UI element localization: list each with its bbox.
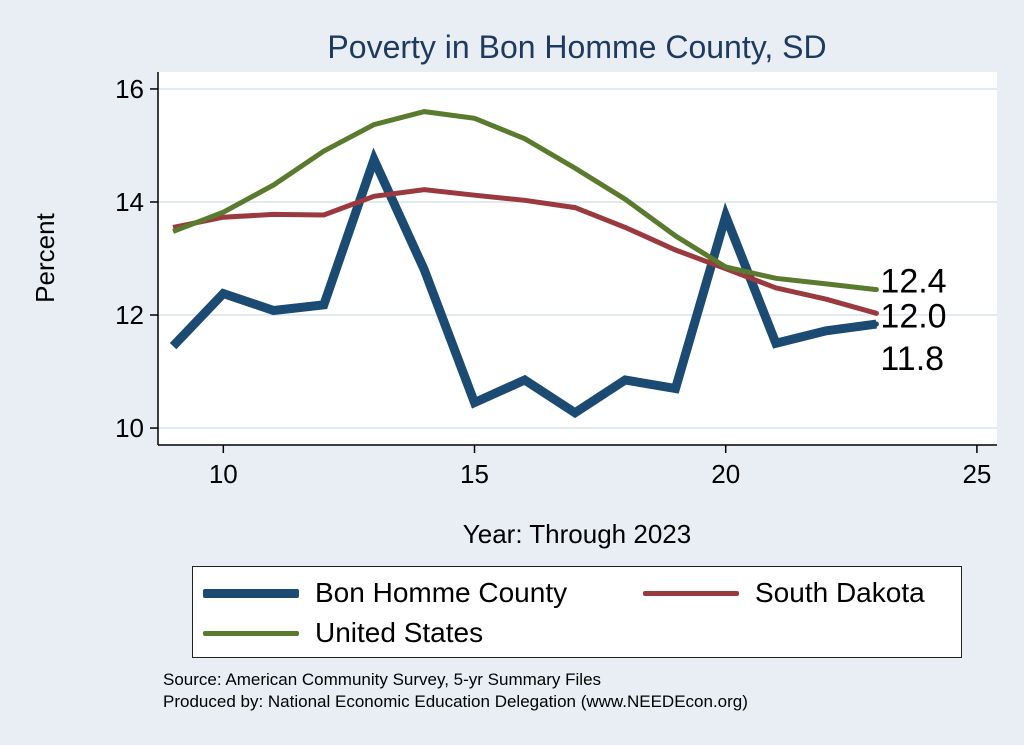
legend-label-united-states: United States	[315, 617, 484, 648]
series-end-marker	[873, 321, 879, 327]
x-tick-label: 20	[711, 459, 740, 489]
x-tick-label: 10	[209, 459, 238, 489]
y-tick-label: 16	[115, 74, 144, 104]
legend-swatch-united-states	[203, 630, 299, 636]
legend: Bon Homme County South Dakota United Sta…	[192, 566, 962, 658]
legend-item-bon-homme-county: Bon Homme County	[203, 577, 567, 609]
plot-area	[158, 72, 997, 445]
legend-item-united-states: United States	[203, 617, 483, 649]
series-line-south-dakota	[172, 187, 878, 316]
series-end-marker	[873, 287, 879, 293]
y-axis-label: Percent	[30, 212, 60, 302]
line-chart: 10 12 14 16 10 15 20 25 Poverty in Bon Homme Cou…	[30, 29, 997, 549]
legend-swatch-bon-homme-county	[203, 588, 299, 598]
legend-item-south-dakota: South Dakota	[643, 577, 925, 609]
x-tick-label: 25	[962, 459, 991, 489]
chart-title: Poverty in Bon Homme County, SD	[327, 29, 826, 65]
y-tick-label: 10	[115, 413, 144, 443]
x-axis-label: Year: Through 2023	[463, 519, 691, 549]
series-end-label: 12.4	[880, 263, 946, 301]
y-tick-label: 12	[115, 300, 144, 330]
y-tick-label: 14	[115, 187, 144, 217]
series-end-label: 12.0	[880, 297, 946, 335]
source-note: Source: American Community Survey, 5-yr …	[163, 670, 602, 689]
series-end-label: 11.8	[880, 340, 944, 378]
series-line-united-states	[172, 109, 877, 293]
producer-note: Produced by: National Economic Education…	[163, 692, 748, 711]
legend-label-south-dakota: South Dakota	[755, 577, 925, 608]
series-line-bon-homme-county	[169, 147, 877, 419]
series-end-marker	[873, 310, 879, 316]
legend-label-bon-homme-county: Bon Homme County	[315, 577, 568, 608]
legend-swatch-south-dakota	[643, 590, 739, 596]
x-tick-label: 15	[460, 459, 489, 489]
